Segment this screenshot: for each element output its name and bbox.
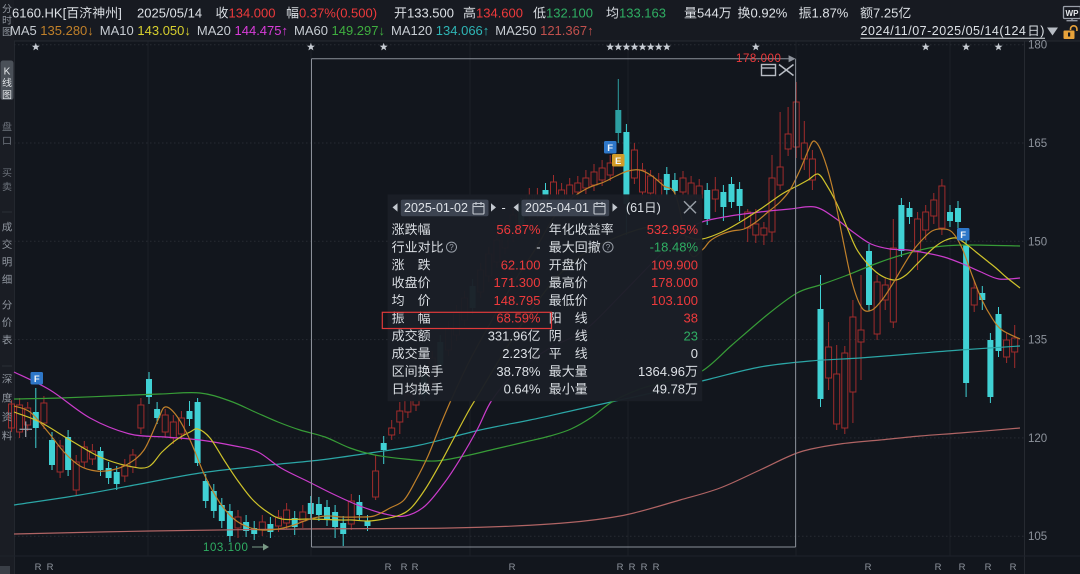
svg-text:K: K [4, 67, 11, 78]
svg-text:2.23: 2.23 [502, 346, 527, 361]
svg-text:R: R [385, 562, 392, 573]
svg-text:R: R [959, 562, 966, 573]
svg-text:143.050↓: 143.050↓ [137, 23, 191, 38]
svg-text:R: R [35, 562, 42, 573]
svg-text:-: - [502, 201, 506, 215]
svg-text:544: 544 [697, 6, 719, 21]
svg-text:103.100: 103.100 [203, 542, 248, 554]
svg-text:E: E [615, 156, 621, 167]
svg-text:38: 38 [684, 311, 698, 326]
svg-text:165: 165 [1028, 138, 1047, 150]
svg-text:171.300: 171.300 [494, 275, 541, 290]
svg-text:R: R [1010, 562, 1017, 573]
svg-text:0: 0 [691, 346, 698, 361]
svg-text:MA10: MA10 [100, 23, 134, 38]
svg-text:133.163: 133.163 [619, 6, 666, 21]
svg-text:MA20: MA20 [197, 23, 231, 38]
svg-text:109.900: 109.900 [651, 257, 698, 272]
svg-text:R: R [653, 562, 660, 573]
svg-text:2024/11/07-2025/05/14(124: 2024/11/07-2025/05/14(124 [861, 24, 1027, 38]
svg-text:R: R [509, 562, 516, 573]
svg-text:R: R [641, 562, 648, 573]
svg-text:180: 180 [1028, 40, 1047, 52]
svg-text:MA5: MA5 [10, 23, 37, 38]
svg-text:49.78: 49.78 [653, 382, 686, 397]
svg-text:R: R [412, 562, 419, 573]
svg-text:135.280↓: 135.280↓ [40, 23, 94, 38]
svg-text:56.87%: 56.87% [496, 222, 541, 237]
svg-text:R: R [401, 562, 408, 573]
svg-text:0.92%: 0.92% [751, 6, 788, 21]
svg-text:R: R [617, 562, 624, 573]
svg-text:149.297↓: 149.297↓ [332, 23, 386, 38]
svg-text:): ) [1040, 24, 1045, 38]
svg-text:134.000: 134.000 [229, 6, 276, 21]
svg-text:?: ? [449, 243, 454, 252]
svg-text:178.000: 178.000 [736, 53, 781, 65]
svg-text:WP: WP [1066, 9, 1080, 18]
svg-text:331.96: 331.96 [488, 328, 528, 343]
svg-text:134.600: 134.600 [476, 6, 523, 21]
svg-text:-18.48%: -18.48% [650, 240, 699, 255]
svg-text:120: 120 [1028, 433, 1047, 445]
svg-text:MA250: MA250 [495, 23, 536, 38]
svg-text:532.95%: 532.95% [647, 222, 699, 237]
svg-text:6160.HK[: 6160.HK[ [12, 6, 67, 21]
svg-text:2025-01-02: 2025-01-02 [404, 201, 468, 215]
svg-text:134.066↑: 134.066↑ [436, 23, 490, 38]
svg-text:R: R [865, 562, 872, 573]
svg-text:68.59%: 68.59% [496, 311, 541, 326]
svg-text:]: ] [118, 6, 122, 21]
svg-text:R: R [47, 562, 54, 573]
svg-text:7.25: 7.25 [873, 6, 898, 21]
svg-text:38.78%: 38.78% [496, 364, 541, 379]
svg-text:(61: (61 [626, 201, 644, 215]
svg-text:0.64%: 0.64% [504, 382, 541, 397]
svg-text:135: 135 [1028, 335, 1047, 347]
svg-text:R: R [629, 562, 636, 573]
svg-text:MA60: MA60 [294, 23, 328, 38]
svg-text:133.500: 133.500 [407, 6, 454, 21]
svg-text:62.100: 62.100 [501, 257, 541, 272]
svg-text:0.37%(0.500): 0.37%(0.500) [299, 6, 377, 21]
svg-text:F: F [607, 143, 613, 154]
svg-text:2025-04-01: 2025-04-01 [525, 201, 589, 215]
svg-text:1364.96: 1364.96 [638, 364, 685, 379]
svg-text:23: 23 [684, 328, 698, 343]
svg-text:148.795: 148.795 [494, 293, 541, 308]
svg-text:MA120: MA120 [391, 23, 432, 38]
svg-text:F: F [960, 230, 966, 241]
svg-text:R: R [985, 562, 992, 573]
svg-text:R: R [935, 562, 942, 573]
svg-text:105: 105 [1028, 531, 1047, 543]
svg-text:1.87%: 1.87% [812, 6, 849, 21]
svg-text:103.100: 103.100 [651, 293, 698, 308]
svg-text:121.367↑: 121.367↑ [540, 23, 594, 38]
svg-text:-: - [536, 240, 540, 255]
svg-text:2025/05/14: 2025/05/14 [137, 6, 202, 21]
svg-text:?: ? [606, 243, 611, 252]
svg-text:132.100: 132.100 [546, 6, 593, 21]
svg-text:144.475↑: 144.475↑ [235, 23, 289, 38]
svg-text:150: 150 [1028, 236, 1047, 248]
svg-text:): ) [657, 201, 661, 215]
svg-text:F: F [34, 374, 40, 385]
svg-text:178.000: 178.000 [651, 275, 698, 290]
